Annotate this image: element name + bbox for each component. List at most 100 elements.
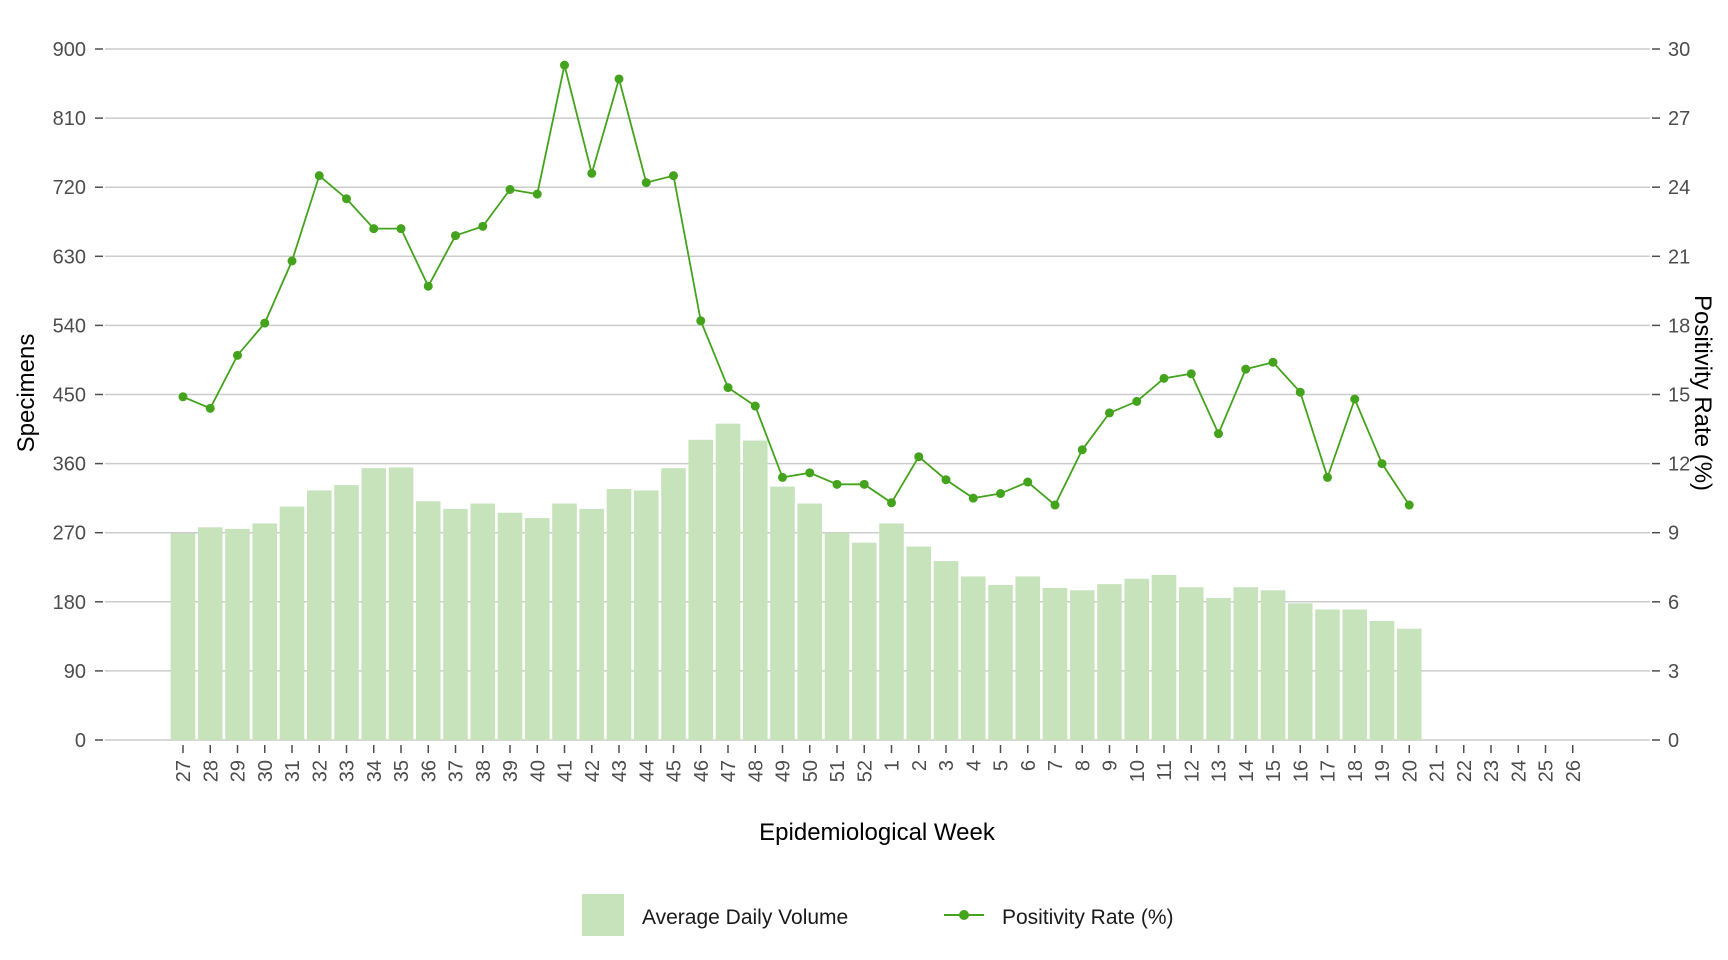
x-tick-label: 33	[337, 760, 359, 782]
bar	[1260, 590, 1286, 740]
x-tick-label: 28	[200, 760, 222, 782]
x-tick-label: 49	[773, 760, 795, 782]
bar	[279, 506, 305, 740]
bar	[1396, 628, 1422, 740]
positivity-rate-point	[859, 479, 869, 489]
positivity-rate-point	[887, 498, 896, 508]
positivity-rate-point	[1077, 445, 1087, 455]
y-right-tick-label: 15	[1668, 385, 1690, 407]
positivity-rate-point	[750, 401, 760, 411]
y-right-tick-label: 3	[1668, 661, 1679, 683]
bar	[361, 468, 387, 740]
bar	[225, 528, 250, 740]
x-tick-label: 38	[473, 760, 495, 782]
positivity-rate-point	[560, 60, 569, 70]
x-tick-label: 36	[418, 760, 440, 782]
positivity-rate-point	[342, 194, 351, 204]
bar	[415, 501, 441, 740]
x-tick-label: 30	[255, 760, 277, 782]
bar	[879, 523, 904, 740]
bar	[1151, 574, 1177, 740]
bar	[661, 468, 686, 740]
x-tick-label: 4	[963, 760, 985, 771]
positivity-rate-point	[1159, 373, 1169, 383]
y-left-tick-label: 720	[53, 177, 86, 199]
positivity-rate-point	[314, 171, 324, 181]
positivity-rate-point	[669, 171, 678, 181]
positivity-rate-point	[1404, 500, 1414, 510]
y-left-tick-label: 630	[53, 246, 86, 268]
bar	[579, 508, 605, 740]
line-series	[178, 60, 1414, 510]
x-tick-label: 23	[1481, 760, 1503, 782]
x-tick-label: 46	[691, 760, 713, 782]
x-tick-label: 47	[718, 760, 740, 782]
positivity-rate-point	[260, 318, 270, 328]
bar	[824, 532, 850, 740]
bar	[1178, 587, 1204, 740]
positivity-rate-point	[1132, 396, 1142, 406]
x-tick-label: 5	[991, 760, 1013, 771]
bar	[1287, 603, 1313, 740]
x-tick-label: 45	[664, 760, 686, 782]
positivity-rate-point	[587, 168, 597, 178]
y-right-tick-label: 30	[1668, 39, 1690, 61]
bar	[797, 503, 823, 740]
x-tick-label: 9	[1100, 760, 1122, 771]
bar	[197, 527, 223, 740]
x-tick-label: 37	[446, 760, 468, 782]
bar	[688, 439, 714, 740]
x-tick-label: 41	[555, 760, 577, 782]
positivity-rate-point	[1023, 477, 1033, 487]
x-tick-label: 31	[282, 760, 304, 782]
y-right-tick-label: 12	[1668, 454, 1690, 476]
positivity-rate-point	[1350, 394, 1360, 404]
positivity-rate-point	[1323, 472, 1332, 482]
x-tick-label: 27	[173, 760, 195, 782]
positivity-rate-point	[1268, 357, 1278, 367]
x-tick-label: 7	[1045, 760, 1067, 771]
x-tick-label: 16	[1290, 760, 1312, 782]
bar	[306, 490, 332, 740]
positivity-rate-point	[532, 189, 542, 199]
bar	[1342, 609, 1368, 740]
positivity-rate-point	[805, 468, 815, 478]
positivity-rate-point	[1186, 369, 1196, 379]
positivity-rate-point	[1295, 387, 1305, 397]
x-tick-label: 21	[1427, 760, 1449, 782]
y-left-tick-label: 900	[53, 39, 86, 61]
y-left-tick-label: 270	[53, 523, 86, 545]
positivity-rate-point	[1241, 364, 1251, 374]
x-tick-label: 8	[1072, 760, 1094, 771]
x-axis-title: Epidemiological Week	[759, 819, 996, 846]
x-tick-label: 3	[936, 760, 958, 771]
positivity-rate-point	[723, 383, 733, 393]
bar	[524, 518, 550, 740]
positivity-rate-point	[478, 221, 488, 231]
y-left-tick-label: 180	[53, 592, 86, 614]
x-tick-label: 6	[1018, 760, 1040, 771]
bar	[170, 533, 196, 740]
positivity-rate-point	[1377, 459, 1387, 469]
x-tick-label: 10	[1127, 760, 1149, 782]
bar	[497, 512, 523, 740]
positivity-rate-point	[396, 224, 406, 234]
y-right-tick-label: 27	[1668, 108, 1690, 130]
legend-label-positivity-rate: Positivity Rate (%)	[1002, 906, 1174, 929]
positivity-rate-point	[696, 316, 706, 326]
x-tick-label: 1	[882, 760, 904, 771]
bar	[1069, 590, 1095, 740]
x-tick-label: 32	[309, 760, 331, 782]
x-tick-label: 29	[228, 760, 250, 782]
y-right-tick-label: 0	[1668, 730, 1679, 752]
positivity-rate-point	[778, 472, 787, 482]
x-tick-label: 42	[582, 760, 604, 782]
positivity-rate-point	[505, 185, 515, 195]
x-tick-label: 52	[854, 760, 876, 782]
y-axis-left-title: Specimens	[13, 334, 40, 453]
bar	[1015, 576, 1041, 740]
x-tick-label: 12	[1181, 760, 1203, 782]
x-tick-label: 15	[1263, 760, 1285, 782]
bar	[334, 485, 359, 740]
